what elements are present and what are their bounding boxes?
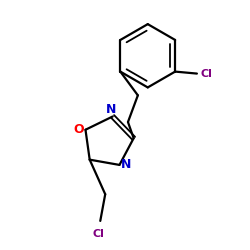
Text: O: O: [73, 123, 84, 136]
Text: Cl: Cl: [201, 68, 213, 78]
Text: N: N: [121, 158, 132, 172]
Text: N: N: [106, 103, 116, 116]
Text: Cl: Cl: [92, 229, 104, 239]
